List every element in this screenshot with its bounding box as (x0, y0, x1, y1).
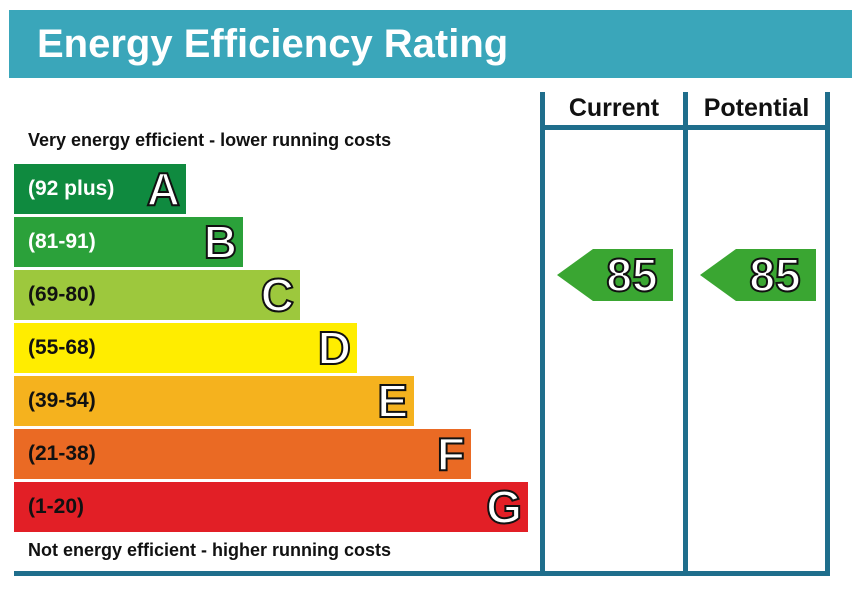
current-rating-value: 85 (605, 248, 658, 302)
band-letter: E (376, 375, 409, 427)
band-letter: F (436, 428, 466, 480)
band-range-label: (21-38) (28, 442, 96, 465)
band-letter: C (260, 269, 295, 321)
frame-line-middle (683, 92, 688, 576)
band-letter: A (146, 163, 181, 215)
band-letter: D (317, 322, 352, 374)
band-range-label: (1-20) (28, 495, 85, 518)
frame-line-left (540, 92, 545, 576)
chart-title: Energy Efficiency Rating (37, 22, 509, 66)
band-range-label: (55-68) (28, 336, 96, 359)
column-header-potential: Potential (703, 94, 810, 122)
band-letter: B (203, 216, 238, 268)
band-range-label: (39-54) (28, 389, 96, 412)
potential-rating-value: 85 (748, 248, 801, 302)
frame-bottom-line (14, 571, 830, 576)
frame-header-line (540, 125, 830, 130)
caption-bottom: Not energy efficient - higher running co… (28, 540, 392, 560)
column-header-current: Current (568, 94, 660, 122)
band-range-label: (92 plus) (28, 177, 115, 200)
current-rating-arrow: 85 (557, 248, 673, 302)
band-c: (69-80) C (14, 269, 300, 321)
band-g: (1-20) G (14, 481, 528, 533)
band-range-label: (69-80) (28, 283, 96, 306)
band-e: (39-54) E (14, 375, 414, 427)
band-f: (21-38) F (14, 428, 471, 480)
band-letter: G (485, 481, 523, 533)
band-b: (81-91) B (14, 216, 243, 268)
potential-rating-arrow: 85 (700, 248, 816, 302)
band-range-label: (81-91) (28, 230, 96, 253)
band-d: (55-68) D (14, 322, 357, 374)
title-bar: Energy Efficiency Rating (9, 10, 852, 78)
caption-top: Very energy efficient - lower running co… (28, 130, 392, 150)
band-a: (92 plus) A (14, 163, 186, 215)
frame-line-right (825, 92, 830, 576)
